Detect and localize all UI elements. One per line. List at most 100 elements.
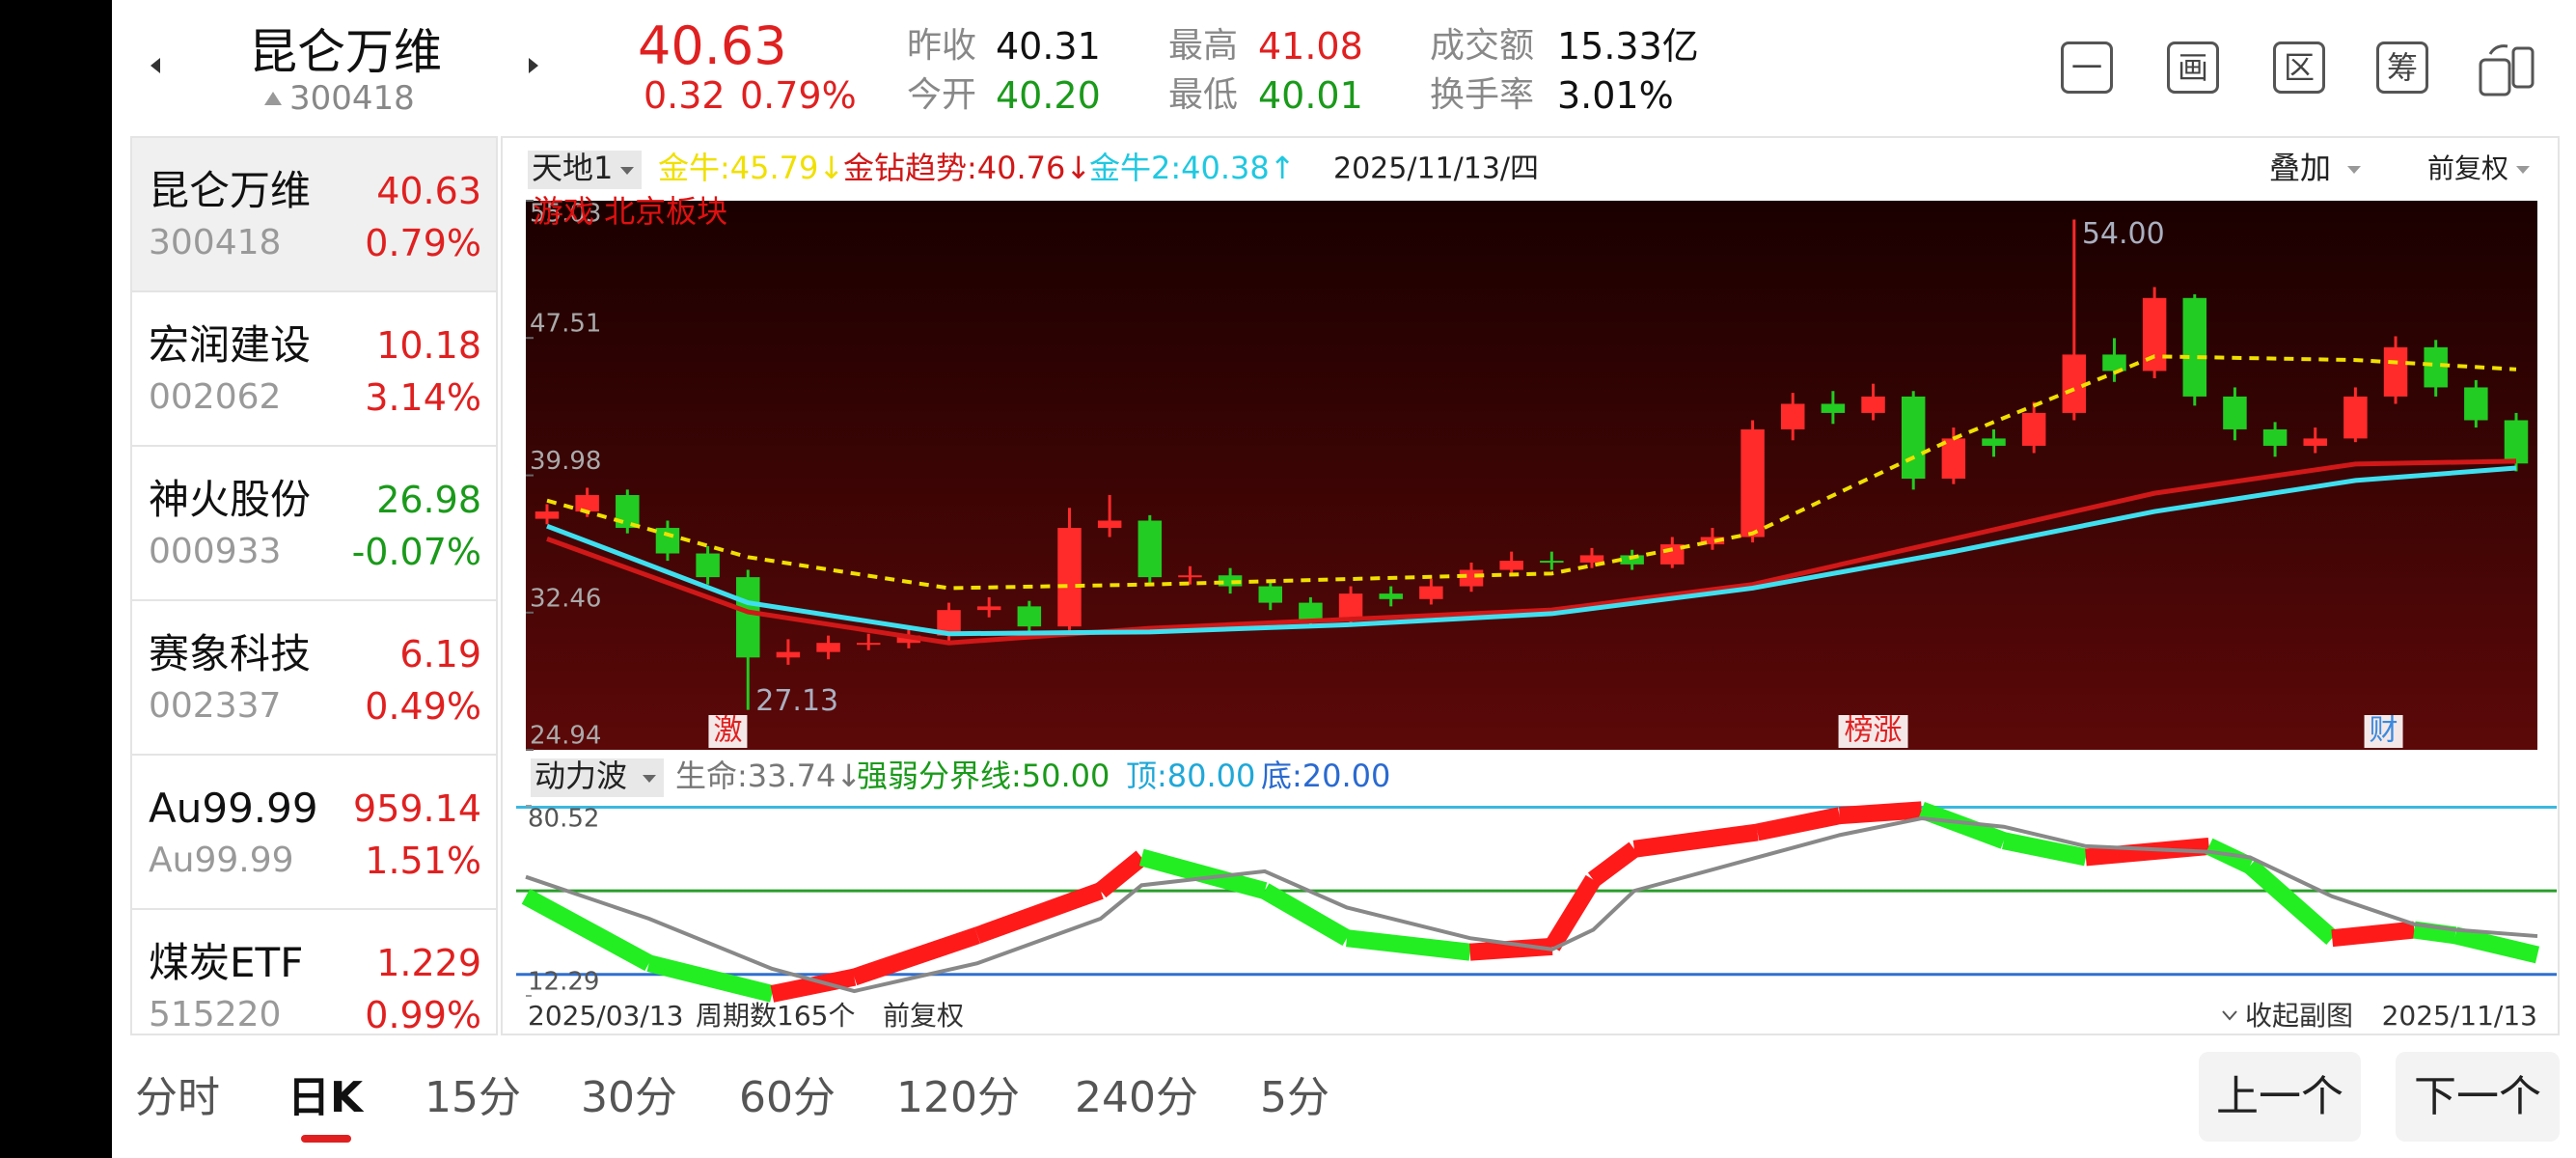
menu-caret: [2347, 166, 2361, 174]
period-tab[interactable]: 15分: [425, 1073, 521, 1122]
watch-row[interactable]: 神火股份 26.98 000933 -0.07%: [132, 447, 496, 601]
candle-body: [1137, 520, 1163, 578]
candle-body: [736, 577, 760, 658]
watchlist: 昆仑万维 40.63 300418 0.79% 宏润建设 10.18 002062 3.14%…: [130, 136, 498, 1035]
candle-body: [1017, 606, 1042, 627]
watch-change: -0.07%: [351, 531, 481, 573]
tool-icon[interactable]: 一: [2061, 41, 2113, 94]
y-tick-label: 55.03: [530, 200, 601, 229]
power-block: [2413, 921, 2457, 945]
next-stock-arrow[interactable]: [521, 54, 544, 77]
menu-caret: [620, 167, 634, 175]
candle-body: [655, 528, 680, 554]
candle-body: [816, 643, 840, 652]
overlay-menu: 叠加: [2269, 150, 2331, 186]
watch-row[interactable]: Au99.99 959.14 Au99.99 1.51%: [132, 756, 496, 910]
price: 40.63: [638, 15, 787, 76]
candle-body: [1459, 569, 1484, 587]
prev-stock-arrow[interactable]: [145, 54, 168, 77]
candle-body: [1540, 561, 1564, 564]
nav-button[interactable]: 上一个: [2199, 1052, 2361, 1142]
ma-line: [546, 465, 2517, 637]
candle-body: [1379, 593, 1403, 599]
period-tab[interactable]: 日K: [287, 1073, 364, 1122]
candle-body: [1499, 561, 1523, 570]
menu-box: [528, 151, 642, 189]
watch-row[interactable]: 煤炭ETF 1.229 515220 0.99%: [132, 910, 496, 1034]
power-block: [1839, 801, 1923, 825]
menu-caret: [643, 775, 656, 783]
collapse-subchart[interactable]: 收起副图: [2245, 1000, 2353, 1032]
power-block: [973, 882, 1104, 944]
nav-button[interactable]: 下一个: [2396, 1052, 2560, 1142]
legend-text: 强弱分界线:50.00: [857, 758, 1110, 794]
power-block: [1138, 848, 1268, 899]
candle-body: [1218, 575, 1243, 587]
candle-body: [534, 511, 560, 519]
period-tab[interactable]: 60分: [739, 1073, 836, 1122]
legend-text: 金钻趋势:40.76↓: [843, 150, 1091, 186]
candle-body: [2383, 346, 2408, 397]
legend-text: 金牛2:40.38↑: [1089, 150, 1296, 186]
candle-body: [1579, 555, 1604, 563]
signal-marker: 财: [2370, 714, 2398, 748]
watch-row[interactable]: 宏润建设 10.18 002062 3.14%: [132, 292, 496, 447]
candle-body: [1419, 586, 1443, 599]
candle-body: [2424, 346, 2448, 388]
stock-name: 昆仑万维: [249, 24, 442, 80]
period-tab[interactable]: 30分: [581, 1073, 677, 1122]
stat-value: 40.31: [996, 25, 1101, 68]
period-count: 周期数165个: [696, 1000, 855, 1032]
power-block: [2453, 926, 2540, 964]
period-tab[interactable]: 5分: [1260, 1073, 1329, 1122]
y-tick-label: 80.52: [528, 805, 599, 834]
price-annotation: 27.13: [755, 684, 838, 718]
chart-date: 2025/11/13/四: [1333, 152, 1539, 186]
candle-body: [2021, 412, 2046, 446]
candle-body: [1299, 602, 1323, 620]
watch-price: 6.19: [399, 633, 481, 676]
y-tick-label: 47.51: [530, 310, 601, 339]
power-block: [1755, 807, 1842, 841]
tool-icon[interactable]: 筹: [2376, 41, 2428, 94]
candle-body: [1861, 396, 1885, 413]
watch-name: 昆仑万维: [149, 167, 312, 214]
period-tab[interactable]: 120分: [896, 1073, 1020, 1122]
legend-text: 金牛:45.79↓: [658, 150, 844, 186]
legend-text: 底:20.00: [1261, 758, 1390, 794]
watch-row[interactable]: 昆仑万维 40.63 300418 0.79%: [132, 138, 496, 292]
legend-text: 顶:80.00: [1126, 758, 1255, 794]
watch-change: 3.14%: [365, 376, 481, 419]
candle-body: [1780, 403, 1805, 429]
menu-caret: [2516, 166, 2530, 174]
tool-icon[interactable]: 区: [2273, 41, 2325, 94]
left-bar: [0, 0, 112, 1158]
candle-body: [1700, 537, 1725, 545]
watch-code: 002062: [149, 377, 282, 417]
watch-name: Au99.99: [149, 785, 318, 832]
candle-body: [1740, 428, 1765, 538]
tool-icon[interactable]: 画: [2167, 41, 2219, 94]
candle-body: [2102, 354, 2126, 372]
power-block: [2331, 921, 2416, 948]
power-block: [1918, 801, 2007, 849]
signal-marker: 激: [713, 714, 742, 748]
watch-code: 002337: [149, 686, 282, 726]
period-tab[interactable]: 240分: [1075, 1073, 1198, 1122]
y-tick-label: 32.46: [530, 584, 601, 613]
price-annotation: 54.00: [2082, 217, 2165, 251]
candle-body: [2464, 387, 2488, 421]
candle-body: [2062, 354, 2087, 413]
watch-row[interactable]: 赛象科技 6.19 002337 0.49%: [132, 601, 496, 756]
start-date: 2025/03/13: [528, 1000, 683, 1032]
rotate-icon[interactable]: [2477, 39, 2536, 98]
candle-body: [1941, 438, 1966, 479]
candle-body: [1178, 575, 1202, 578]
period-tab[interactable]: 分时: [135, 1073, 220, 1122]
stat-label: 最低: [1168, 75, 1239, 115]
up-triangle: [264, 92, 282, 105]
watch-price: 959.14: [353, 787, 481, 830]
power-block: [521, 888, 653, 972]
power-block: [2002, 832, 2088, 867]
